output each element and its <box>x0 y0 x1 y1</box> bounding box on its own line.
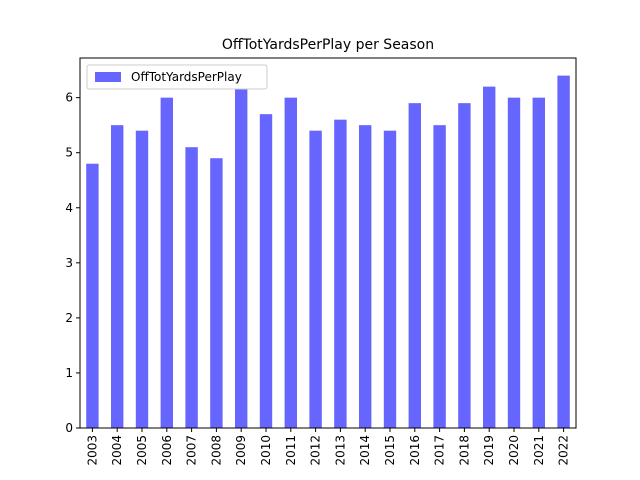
y-tick-label: 2 <box>65 311 73 325</box>
x-tick-label: 2006 <box>160 435 174 466</box>
x-tick-label: 2018 <box>457 435 471 466</box>
bar <box>259 114 273 429</box>
y-tick-label: 6 <box>65 91 73 105</box>
x-tick-label: 2014 <box>358 435 372 466</box>
y-tick-label: 4 <box>65 201 73 215</box>
y-tick-label: 3 <box>65 256 73 270</box>
bar <box>185 147 198 429</box>
bar <box>507 97 521 429</box>
legend-swatch <box>95 72 121 82</box>
bar <box>210 158 223 429</box>
x-tick-label: 2019 <box>482 435 496 466</box>
bar <box>135 130 149 428</box>
legend-box <box>86 64 268 90</box>
y-tick-label: 0 <box>65 421 73 435</box>
y-tick-label: 5 <box>65 146 73 160</box>
x-tick-label: 2009 <box>234 435 248 466</box>
bar <box>235 81 248 428</box>
bar <box>160 97 173 429</box>
bar <box>111 125 124 429</box>
bar <box>532 97 545 429</box>
x-tick-label: 2012 <box>309 435 323 466</box>
bar <box>408 103 421 429</box>
x-tick-label: 2011 <box>284 435 298 466</box>
x-tick-label: 2013 <box>333 435 347 466</box>
bar <box>483 86 496 428</box>
bar <box>334 119 347 429</box>
x-tick-label: 2008 <box>209 435 223 466</box>
x-tick-label: 2004 <box>110 435 124 466</box>
x-tick-label: 2007 <box>185 435 199 466</box>
bar <box>86 163 99 428</box>
x-tick-label: 2022 <box>557 435 571 466</box>
bar <box>557 75 570 428</box>
bar <box>383 130 397 428</box>
x-tick-label: 2020 <box>507 435 521 466</box>
bar <box>309 130 322 428</box>
x-tick-label: 2017 <box>433 435 447 466</box>
y-tick-label: 1 <box>65 366 73 380</box>
chart-title: OffTotYardsPerPlay per Season <box>222 37 434 53</box>
bar <box>458 103 471 429</box>
x-tick-label: 2005 <box>135 435 149 466</box>
bar <box>433 125 446 429</box>
legend-label: OffTotYardsPerPlay <box>131 70 242 84</box>
x-tick-label: 2010 <box>259 435 273 466</box>
x-tick-label: 2015 <box>383 435 397 466</box>
x-tick-label: 2016 <box>408 435 422 466</box>
bar <box>359 125 372 429</box>
plot-frame <box>79 57 577 429</box>
bar <box>284 97 297 429</box>
x-tick-label: 2021 <box>532 435 546 466</box>
x-tick-label: 2003 <box>85 435 99 466</box>
